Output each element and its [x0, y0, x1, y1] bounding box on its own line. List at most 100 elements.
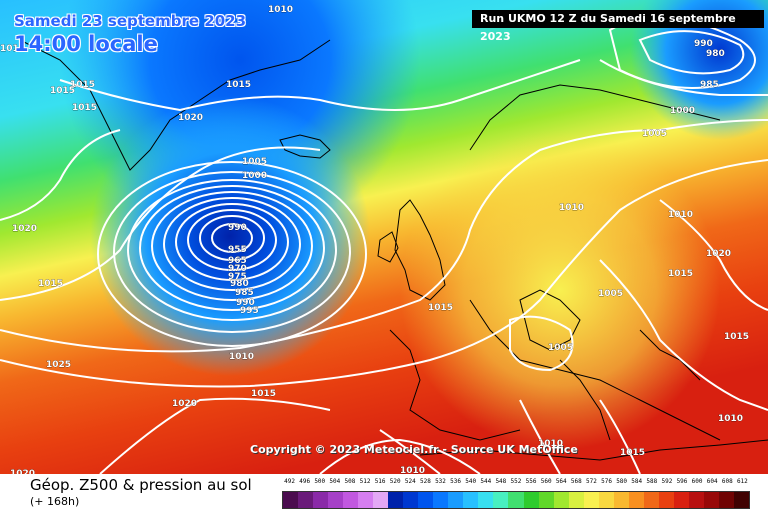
- pressure-label: 1005: [598, 289, 623, 299]
- coastlines: [19, 39, 768, 461]
- scale-swatch: [493, 492, 509, 508]
- scale-swatch: [463, 492, 479, 508]
- pressure-label: 1015: [38, 279, 63, 289]
- weather-map-canvas: 1015 1015 1015 1015 1015 1020 1005 1000 990 95596…: [0, 0, 768, 474]
- pressure-label: 1020: [12, 224, 37, 234]
- pressure-label: 970: [228, 264, 247, 274]
- scale-swatch: [598, 492, 614, 508]
- scale-label: 544: [480, 478, 492, 485]
- scale-label: 516: [374, 478, 386, 485]
- scale-swatch: [358, 492, 374, 508]
- scale-swatch: [448, 492, 464, 508]
- scale-swatch: [508, 492, 524, 508]
- scale-label: 600: [691, 478, 703, 485]
- pressure-label: 1000: [242, 171, 267, 181]
- scale-swatch: [658, 492, 674, 508]
- scale-swatch: [568, 492, 584, 508]
- pressure-label: 1015: [72, 103, 97, 113]
- pressure-label: 980: [706, 49, 725, 59]
- pressure-label: 1020: [706, 249, 731, 259]
- scale-swatch: [673, 492, 689, 508]
- color-scale-bar: [282, 491, 750, 509]
- scale-swatch: [343, 492, 359, 508]
- scale-label: 568: [570, 478, 582, 485]
- scale-label: 572: [586, 478, 597, 485]
- pressure-label: 1020: [10, 469, 35, 474]
- scale-swatch: [703, 492, 719, 508]
- scale-label: 552: [510, 478, 522, 485]
- scale-swatch: [613, 492, 629, 508]
- scale-swatch: [538, 492, 554, 508]
- pressure-label: 1005: [548, 343, 573, 353]
- pressure-label: 955: [228, 245, 247, 255]
- scale-label: 508: [344, 478, 356, 485]
- map-footer: Géop. Z500 & pression au sol (+ 168h) 49…: [0, 474, 768, 512]
- pressure-label: 965: [228, 256, 247, 266]
- pressure-label: 980: [230, 279, 249, 289]
- pressure-label: 1010: [668, 210, 693, 220]
- pressure-label: 1015: [251, 389, 276, 399]
- pressure-label: 985: [235, 288, 254, 298]
- scale-swatch: [298, 492, 314, 508]
- scale-swatch: [553, 492, 569, 508]
- scale-swatch: [688, 492, 704, 508]
- scale-swatch: [523, 492, 539, 508]
- pressure-label: 1000: [670, 106, 695, 116]
- scale-label: 592: [661, 478, 673, 485]
- scale-label: 588: [646, 478, 658, 485]
- pressure-label: 990: [228, 223, 247, 233]
- pressure-label: 1010: [229, 352, 254, 362]
- scale-label: 532: [435, 478, 446, 485]
- run-info: Run UKMO 12 Z du Samedi 16 septembre 202…: [472, 10, 764, 43]
- scale-swatch: [733, 492, 749, 508]
- pressure-label: 1020: [178, 113, 203, 123]
- color-scale: 492 496 500 504 508 512 516 520 524 528 532 536 540 5…: [282, 478, 750, 509]
- pressure-label: 1010: [559, 203, 584, 213]
- scale-label: 528: [419, 478, 431, 485]
- forecast-date: Samedi 23 septembre 2023: [14, 12, 247, 30]
- pressure-label: 995: [240, 306, 259, 316]
- forecast-lead: (+ 168h): [30, 495, 80, 508]
- isobars: [0, 16, 768, 474]
- scale-label: 548: [495, 478, 507, 485]
- pressure-label: 1015: [620, 448, 645, 458]
- scale-swatch: [328, 492, 344, 508]
- scale-swatch: [718, 492, 734, 508]
- scale-swatch: [478, 492, 494, 508]
- pressure-label: 1005: [642, 129, 667, 139]
- copyright-text: Copyright © 2023 Meteociel.fr - Source U…: [250, 443, 578, 456]
- scale-label: 564: [555, 478, 567, 485]
- scale-swatch: [283, 492, 299, 508]
- scale-label: 536: [450, 478, 461, 485]
- pressure-label: 1010: [400, 466, 425, 474]
- pressure-label: 1010: [538, 439, 563, 449]
- pressure-label: 975: [228, 272, 247, 282]
- scale-swatch: [583, 492, 599, 508]
- scale-swatch: [373, 492, 389, 508]
- pressure-label: 985: [700, 80, 719, 90]
- pressure-label: 1015: [428, 303, 453, 313]
- scale-label: 492: [284, 478, 295, 485]
- scale-label: 524: [404, 478, 416, 485]
- scale-swatch: [403, 492, 419, 508]
- scale-swatch: [313, 492, 329, 508]
- pressure-label: 1015: [226, 80, 251, 90]
- scale-label: 560: [540, 478, 552, 485]
- weather-map: 1015 1015 1015 1015 1015 1020 1005 1000 990 955 96…: [0, 0, 768, 474]
- pressure-label: 1010: [268, 5, 293, 15]
- pressure-label: 1020: [172, 399, 197, 409]
- scale-label: 576: [601, 478, 612, 485]
- scale-swatch: [433, 492, 449, 508]
- pressure-label: 1015: [70, 80, 95, 90]
- pressure-labels: 1015 1015 1015 1015 1015 1020 1005 1000 990 95596…: [0, 5, 749, 474]
- pressure-label: 1025: [46, 360, 71, 370]
- forecast-time: 14:00 locale: [14, 32, 158, 56]
- scale-label: 500: [314, 478, 326, 485]
- scale-label: 604: [706, 478, 718, 485]
- scale-label: 540: [465, 478, 477, 485]
- pressure-label: 990: [236, 298, 255, 308]
- scale-label: 608: [721, 478, 733, 485]
- pressure-label: 1015: [0, 44, 25, 54]
- scale-label: 596: [676, 478, 688, 485]
- scale-swatch: [418, 492, 434, 508]
